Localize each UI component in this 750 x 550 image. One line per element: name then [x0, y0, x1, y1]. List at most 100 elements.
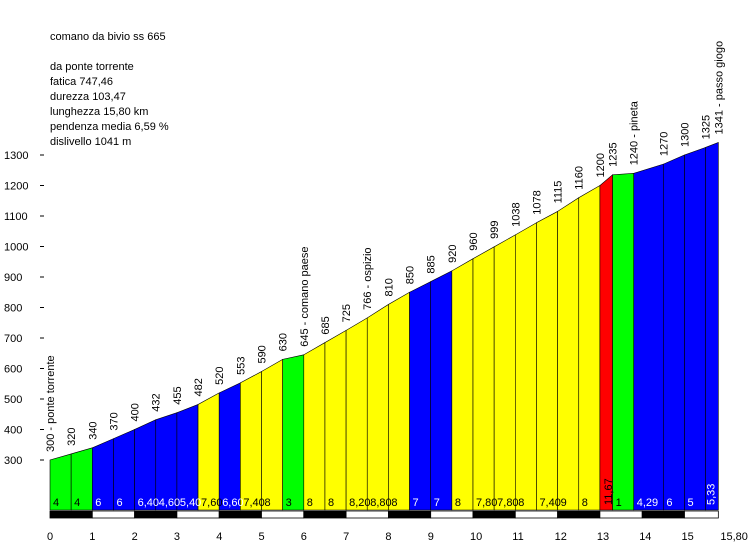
elevation-label: 645 - comano paese: [299, 246, 311, 346]
x-tick-label: 7: [343, 531, 349, 543]
x-tick-label: 2: [132, 531, 138, 543]
gradient-label: 8: [518, 497, 524, 509]
elevation-label: 810: [383, 278, 395, 296]
gradient-label: 8: [307, 497, 313, 509]
x-tick-label: 6: [301, 531, 307, 543]
elevation-label: 850: [405, 266, 417, 284]
km-band: [514, 510, 558, 519]
gradient-label: 4: [53, 497, 59, 509]
profile-segment: [366, 303, 389, 511]
profile-segment: [472, 246, 495, 511]
x-tick-label: 10: [470, 531, 482, 543]
km-band: [345, 510, 389, 519]
elevation-label: 1341 - passo giogo: [713, 41, 725, 135]
elevation-label: 1235: [608, 142, 620, 166]
elevation-label: 1038: [510, 202, 522, 226]
profile-segment: [388, 291, 410, 511]
gradient-label: 6: [95, 497, 101, 509]
profile-title: comano da bivio ss 665: [50, 31, 166, 43]
gradient-label: 1: [616, 497, 622, 509]
gradient-label: 7,40: [539, 497, 560, 509]
profile-segment: [536, 210, 558, 511]
km-band: [303, 510, 347, 519]
elevation-label: 520: [214, 367, 226, 385]
gradient-label: 6: [116, 497, 122, 509]
profile-segment: [493, 234, 516, 511]
gradient-label: 8,80: [370, 497, 391, 509]
elevation-label: 1160: [574, 166, 586, 190]
profile-segment: [633, 163, 664, 511]
gradient-label: 8,20: [349, 497, 370, 509]
profile-segment: [324, 329, 347, 511]
profile-segment: [282, 354, 305, 511]
profile-segment: [705, 142, 719, 511]
elevation-label: 960: [468, 232, 480, 250]
stat-line: pendenza media 6,59 %: [50, 121, 169, 133]
profile-segment: [261, 358, 283, 511]
y-tick-label: 1000: [4, 242, 28, 254]
y-tick-label: 800: [4, 303, 22, 315]
elevation-label: 590: [257, 345, 269, 363]
elevation-label: 885: [426, 255, 438, 273]
profile-segment: [197, 392, 220, 511]
x-tick-label: 1: [89, 531, 95, 543]
gradient-label: 6,40: [138, 497, 159, 509]
x-tick-label: 11: [512, 531, 523, 543]
gradient-label: 8: [328, 497, 334, 509]
elevation-label: 553: [235, 356, 247, 374]
km-band: [261, 510, 305, 519]
profile-segment: [514, 222, 537, 511]
km-band: [641, 510, 685, 519]
elevation-label: 300 - ponte torrente: [45, 355, 57, 452]
x-tick-label: 3: [174, 531, 180, 543]
gradient-label: 4,29: [637, 497, 658, 509]
km-band: [218, 510, 262, 519]
gradient-label: 7,80: [476, 497, 497, 509]
km-band: [176, 510, 220, 519]
stat-line: dislivello 1041 m: [50, 136, 132, 148]
km-band: [684, 510, 719, 519]
profile-segment: [345, 317, 368, 511]
x-tick-label: 5: [259, 531, 265, 543]
gradient-label: 8: [391, 497, 397, 509]
elevation-label: 999: [489, 220, 501, 238]
profile-segment: [176, 404, 199, 511]
gradient-label: 8: [455, 497, 461, 509]
gradient-label: 6,60: [222, 497, 243, 509]
gradient-label: 5,40: [180, 497, 201, 509]
elevation-label: 1325: [701, 115, 713, 139]
profile-segment: [430, 270, 453, 511]
elevation-label: 432: [151, 393, 163, 411]
km-band: [472, 510, 516, 519]
gradient-label: 3: [286, 497, 292, 509]
profile-segment: [218, 382, 241, 511]
gradient-label: 4,60: [159, 497, 180, 509]
gradient-label: 11,67: [603, 478, 615, 505]
y-tick-label: 300: [4, 455, 22, 467]
elevation-label: 482: [193, 378, 205, 396]
y-tick-label: 1300: [4, 150, 28, 162]
profile-segment: [240, 371, 262, 511]
elevation-label: 1300: [680, 123, 692, 147]
profile-segment: [557, 197, 580, 511]
profile-segment: [303, 342, 326, 511]
profile-segment: [578, 184, 601, 511]
x-tick-label: 12: [555, 531, 567, 543]
gradient-label: 7: [413, 497, 419, 509]
gradient-label: 7,60: [201, 497, 222, 509]
km-band: [557, 510, 601, 519]
stat-line: durezza 103,47: [50, 91, 126, 103]
gradient-label: 5,33: [706, 484, 718, 505]
profile-segment: [155, 412, 178, 511]
elevation-label: 370: [108, 412, 120, 430]
stat-line: da ponte torrente: [50, 61, 134, 73]
elevation-label: 400: [130, 403, 142, 421]
stat-line: lunghezza 15,80 km: [50, 106, 149, 118]
profile-segment: [599, 174, 613, 511]
km-band: [91, 510, 136, 519]
elevation-label: 725: [341, 304, 353, 322]
gradient-label: 7,80: [497, 497, 518, 509]
km-band: [430, 510, 474, 519]
x-tick-label: 0: [47, 531, 53, 543]
